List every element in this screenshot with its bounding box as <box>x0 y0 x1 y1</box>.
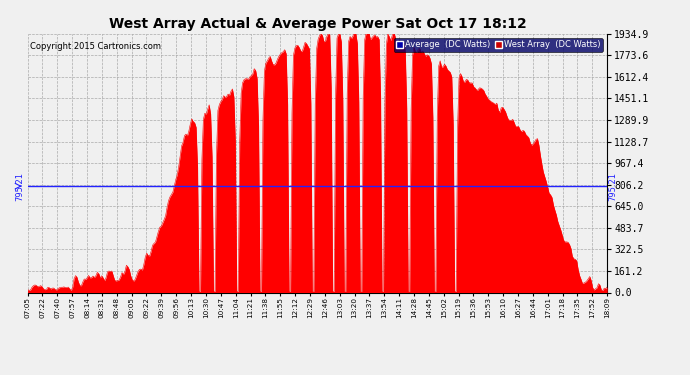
Text: 795.21: 795.21 <box>609 172 618 201</box>
Legend: Average  (DC Watts), West Array  (DC Watts): Average (DC Watts), West Array (DC Watts… <box>394 38 603 52</box>
Title: West Array Actual & Average Power Sat Oct 17 18:12: West Array Actual & Average Power Sat Oc… <box>108 17 526 31</box>
Text: Copyright 2015 Cartronics.com: Copyright 2015 Cartronics.com <box>30 42 161 51</box>
Text: 795.21: 795.21 <box>16 172 25 201</box>
